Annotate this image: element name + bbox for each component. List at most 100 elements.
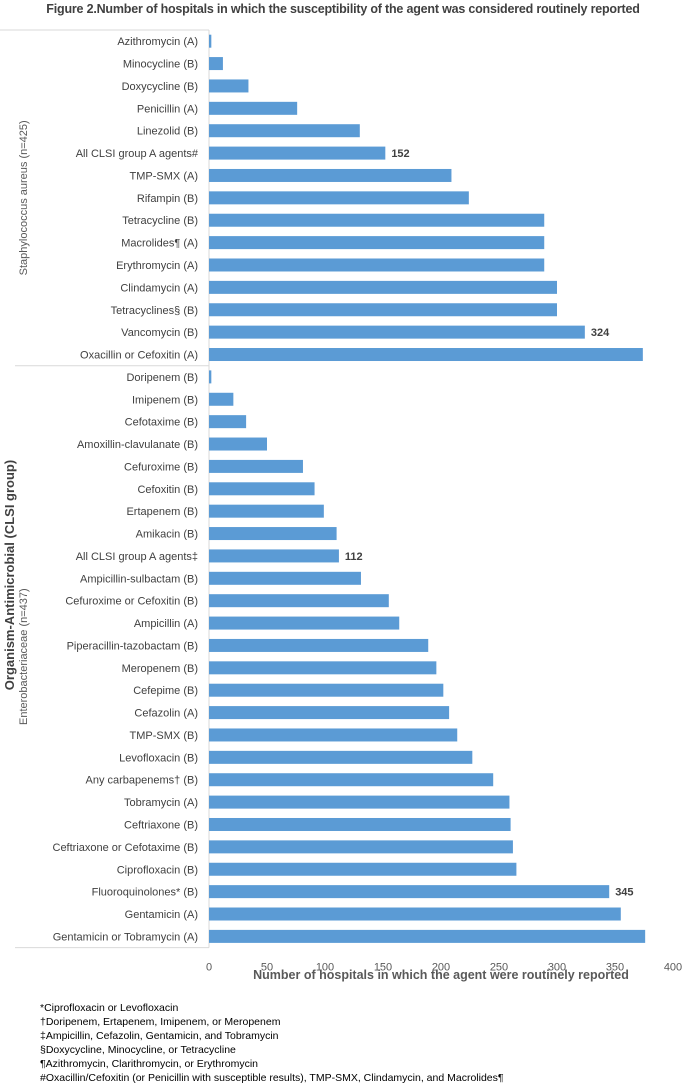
category-label: Ciprofloxacin (B) bbox=[117, 864, 198, 876]
bar bbox=[209, 683, 444, 697]
x-tick-label: 300 bbox=[548, 962, 566, 974]
category-label: Oxacillin or Cefoxitin (A) bbox=[80, 350, 198, 362]
bar bbox=[209, 437, 267, 451]
bar bbox=[209, 348, 643, 362]
category-label: Piperacillin-tazobactam (B) bbox=[67, 640, 198, 652]
bar bbox=[209, 168, 452, 182]
bar bbox=[209, 817, 511, 831]
category-label: Azithromycin (A) bbox=[117, 36, 198, 48]
category-label: Doxycycline (B) bbox=[122, 81, 198, 93]
bar bbox=[209, 325, 585, 339]
category-label: TMP-SMX (B) bbox=[130, 730, 198, 742]
category-label: Linezolid (B) bbox=[137, 126, 198, 138]
bar bbox=[209, 124, 360, 138]
category-label: Imipenem (B) bbox=[132, 394, 198, 406]
footnote: §Doxycycline, Minocycline, or Tetracycli… bbox=[40, 1044, 236, 1056]
bar bbox=[209, 79, 249, 93]
category-labels: Azithromycin (A) Minocycline (B) Doxycycli… bbox=[53, 36, 199, 943]
bar bbox=[209, 638, 429, 652]
category-label: All CLSI group A agents‡ bbox=[76, 551, 198, 563]
category-label: Fluoroquinolones* (B) bbox=[92, 887, 198, 899]
bar bbox=[209, 303, 557, 317]
bar bbox=[209, 773, 494, 787]
bar-chart: Azithromycin (A) Minocycline (B) Doxycycli… bbox=[0, 29, 682, 982]
category-label: Ceftriaxone or Cefotaxime (B) bbox=[53, 842, 199, 854]
bar bbox=[209, 750, 473, 764]
category-label: Doripenem (B) bbox=[126, 372, 198, 384]
group-label-enterobacteriaceae: Enterobacteriaceae (n=437) bbox=[18, 588, 30, 725]
x-tick-labels: 0 50 100 150 200 250 300 350 400 bbox=[206, 962, 682, 974]
bar bbox=[209, 594, 389, 608]
bar bbox=[209, 795, 510, 809]
data-label: 345 bbox=[615, 887, 633, 899]
category-label: Ceftriaxone (B) bbox=[124, 819, 198, 831]
data-labels: 152 324 112 345 bbox=[345, 148, 634, 899]
bar bbox=[209, 728, 458, 742]
category-label: Penicillin (A) bbox=[137, 103, 198, 115]
category-label: Clindamycin (A) bbox=[120, 282, 198, 294]
category-label: Ampicillin (A) bbox=[134, 618, 198, 630]
x-tick-label: 200 bbox=[432, 962, 450, 974]
y-axis-label: Organism-Antimicrobial (CLSI group) bbox=[2, 460, 17, 690]
category-label: Ertapenem (B) bbox=[126, 506, 198, 518]
bar bbox=[209, 549, 339, 563]
category-label: Tobramycin (A) bbox=[124, 797, 198, 809]
bars bbox=[209, 34, 646, 943]
category-label: Vancomycin (B) bbox=[121, 327, 198, 339]
bar bbox=[209, 661, 437, 675]
bar bbox=[209, 191, 469, 205]
category-label: Gentamicin (A) bbox=[125, 909, 198, 921]
x-tick-label: 150 bbox=[374, 962, 392, 974]
category-label: Amoxillin-clavulanate (B) bbox=[77, 439, 198, 451]
footnote: ¶Azithromycin, Clarithromycin, or Erythr… bbox=[40, 1058, 259, 1070]
category-label: TMP-SMX (A) bbox=[130, 170, 198, 182]
bar bbox=[209, 392, 234, 406]
bar bbox=[209, 885, 610, 899]
bar bbox=[209, 459, 303, 473]
bar bbox=[209, 482, 315, 496]
group-label-staphylococcus: Staphylococcus aureus (n=425) bbox=[18, 120, 30, 275]
category-label: Meropenem (B) bbox=[122, 663, 198, 675]
category-label: Cefuroxime or Cefoxitin (B) bbox=[65, 596, 198, 608]
footnote: *Ciprofloxacin or Levofloxacin bbox=[40, 1002, 179, 1014]
category-label: Rifampin (B) bbox=[137, 193, 198, 205]
category-label: Gentamicin or Tobramycin (A) bbox=[53, 931, 198, 943]
bar bbox=[209, 929, 646, 943]
bar bbox=[209, 907, 621, 921]
bar bbox=[209, 840, 513, 854]
category-label: Erythromycin (A) bbox=[116, 260, 198, 272]
category-label: Any carbapenems† (B) bbox=[86, 775, 199, 787]
bar bbox=[209, 862, 517, 876]
bar bbox=[209, 258, 545, 272]
category-label: Minocycline (B) bbox=[123, 59, 198, 71]
data-label: 112 bbox=[345, 551, 363, 563]
category-label: Tetracyclines§ (B) bbox=[111, 305, 198, 317]
category-label: Cefoxitin (B) bbox=[137, 484, 198, 496]
category-label: Tetracycline (B) bbox=[122, 215, 198, 227]
bar bbox=[209, 706, 450, 720]
category-label: Cefuroxime (B) bbox=[124, 461, 198, 473]
x-tick-label: 50 bbox=[261, 962, 273, 974]
bar bbox=[209, 415, 247, 429]
bar bbox=[209, 213, 545, 227]
category-label: Cefotaxime (B) bbox=[125, 417, 198, 429]
footnote: ‡Ampicillin, Cefazolin, Gentamicin, and … bbox=[40, 1030, 279, 1042]
category-label: Ampicillin-sulbactam (B) bbox=[80, 573, 198, 585]
bar bbox=[209, 280, 557, 294]
x-tick-label: 350 bbox=[606, 962, 624, 974]
x-tick-label: 400 bbox=[664, 962, 682, 974]
footnotes: *Ciprofloxacin or Levofloxacin †Doripene… bbox=[40, 1001, 504, 1085]
x-tick-label: 250 bbox=[490, 962, 508, 974]
bar bbox=[209, 101, 298, 115]
x-tick-label: 0 bbox=[206, 962, 212, 974]
bar bbox=[209, 504, 324, 518]
category-label: Amikacin (B) bbox=[136, 529, 198, 541]
footnote: †Doripenem, Ertapenem, Imipenem, or Mero… bbox=[40, 1016, 281, 1028]
bar bbox=[209, 57, 223, 71]
chart-title: Figure 2.Number of hospitals in which th… bbox=[46, 2, 640, 16]
category-label: Levofloxacin (B) bbox=[119, 752, 198, 764]
x-tick-label: 100 bbox=[316, 962, 334, 974]
bar bbox=[209, 616, 400, 630]
bar bbox=[209, 146, 386, 160]
bar bbox=[209, 34, 212, 48]
